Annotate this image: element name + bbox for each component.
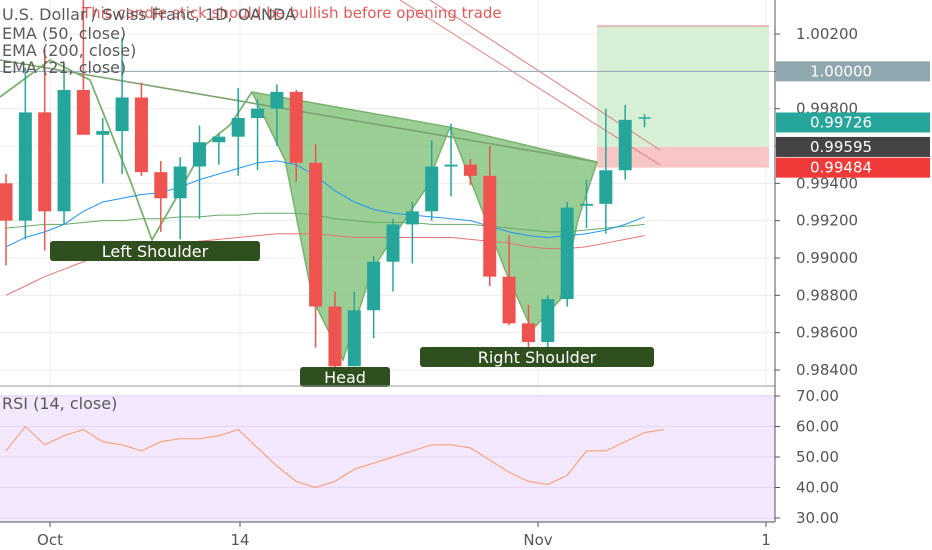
time-tick-label: Oct bbox=[37, 531, 63, 549]
candle-body bbox=[483, 175, 497, 277]
rsi-tick-label: 40.00 bbox=[796, 479, 839, 497]
candle-body bbox=[502, 276, 516, 324]
candle-body bbox=[560, 207, 574, 300]
candle-body bbox=[193, 142, 206, 167]
time-tick-label: 14 bbox=[230, 531, 249, 549]
candle-body bbox=[270, 91, 284, 109]
current-price-tag-bg bbox=[776, 112, 930, 133]
candle-body bbox=[599, 170, 613, 204]
price-tick-label: 0.99200 bbox=[796, 212, 858, 230]
level-tag-label: 1.00000 bbox=[810, 62, 872, 80]
entry-price-tag-bg bbox=[776, 136, 930, 157]
left-shoulder-label: Left Shoulder bbox=[50, 241, 260, 261]
candle-body bbox=[347, 310, 361, 367]
ema-50-line bbox=[5, 212, 645, 233]
candle-body bbox=[580, 203, 593, 206]
candle-body bbox=[57, 90, 71, 212]
left-shoulder-text: Left Shoulder bbox=[102, 242, 209, 261]
candle-body bbox=[0, 183, 13, 221]
candlestick-series bbox=[0, 0, 651, 370]
candle-body bbox=[231, 118, 245, 137]
rsi-axis-ticks: 70.00 60.00 50.00 40.00 30.00 bbox=[775, 387, 839, 527]
entry-price-tag-label: 0.99595 bbox=[810, 138, 872, 156]
time-tick-label: 1 bbox=[761, 531, 771, 549]
candle-body bbox=[541, 299, 555, 342]
candle-body bbox=[463, 164, 477, 176]
candle-body bbox=[212, 136, 226, 143]
head-label: Head bbox=[300, 367, 390, 387]
candle-body bbox=[289, 91, 303, 163]
stop-price-tag-label: 0.99484 bbox=[810, 159, 872, 177]
resistance-line-1 bbox=[399, 0, 661, 166]
right-shoulder-label: Right Shoulder bbox=[420, 347, 654, 367]
candle-body bbox=[173, 166, 187, 199]
candle-body bbox=[367, 261, 381, 311]
legend-ema-50: EMA (50, close) bbox=[2, 24, 126, 43]
rsi-tick-label: 50.00 bbox=[796, 448, 839, 466]
candle-body bbox=[386, 224, 400, 262]
legend-ema-200: EMA (200, close) bbox=[2, 41, 136, 60]
candle-body bbox=[618, 119, 632, 171]
rsi-legend: RSI (14, close) bbox=[2, 394, 117, 413]
candle-body bbox=[328, 306, 342, 367]
legend-ema-21: EMA (21, close) bbox=[2, 58, 126, 77]
candle-body bbox=[134, 97, 148, 173]
candle-body bbox=[444, 164, 458, 167]
candle-body bbox=[309, 162, 323, 307]
level-tag-bg bbox=[776, 61, 930, 82]
candle-body bbox=[115, 97, 129, 132]
time-tick-label: Nov bbox=[523, 531, 552, 549]
price-tags: 1.00000 0.99726 0.99595 0.99484 bbox=[776, 61, 930, 178]
candle-body bbox=[405, 211, 419, 225]
price-tick-label: 0.99000 bbox=[796, 249, 858, 267]
chart-title: U.S. Dollar / Swiss Franc, 1D, OANDA bbox=[2, 5, 296, 24]
right-shoulder-text: Right Shoulder bbox=[478, 348, 597, 367]
price-tick-label: 0.98400 bbox=[796, 361, 858, 379]
time-axis-ticks: Oct 14 Nov 1 bbox=[37, 522, 771, 549]
candle-body bbox=[18, 112, 32, 221]
stop-price-tag-bg bbox=[776, 157, 930, 178]
price-tick-label: 0.99400 bbox=[796, 174, 858, 192]
price-tick-label: 1.00200 bbox=[796, 25, 858, 43]
current-price-tag-label: 0.99726 bbox=[810, 113, 872, 131]
price-tick-label: 0.98800 bbox=[796, 286, 858, 304]
rsi-line bbox=[5, 425, 664, 489]
head-text: Head bbox=[324, 368, 366, 387]
candle-body bbox=[154, 172, 168, 199]
candle-body bbox=[521, 323, 535, 342]
rsi-tick-label: 30.00 bbox=[796, 509, 839, 527]
rsi-tick-label: 60.00 bbox=[796, 418, 839, 436]
candle-body bbox=[251, 108, 265, 118]
left-shoulder-path bbox=[0, 58, 253, 243]
candle-body bbox=[76, 90, 90, 135]
price-tick-label: 0.98600 bbox=[796, 324, 858, 342]
candle-body bbox=[38, 112, 52, 212]
candle-body bbox=[425, 166, 439, 212]
ema-21-line bbox=[5, 160, 645, 248]
rsi-tick-label: 70.00 bbox=[796, 387, 839, 405]
annotation-note: This candle stick should be bullish befo… bbox=[81, 4, 502, 22]
candle-body bbox=[96, 131, 110, 135]
rsi-grid-lines bbox=[0, 395, 775, 519]
